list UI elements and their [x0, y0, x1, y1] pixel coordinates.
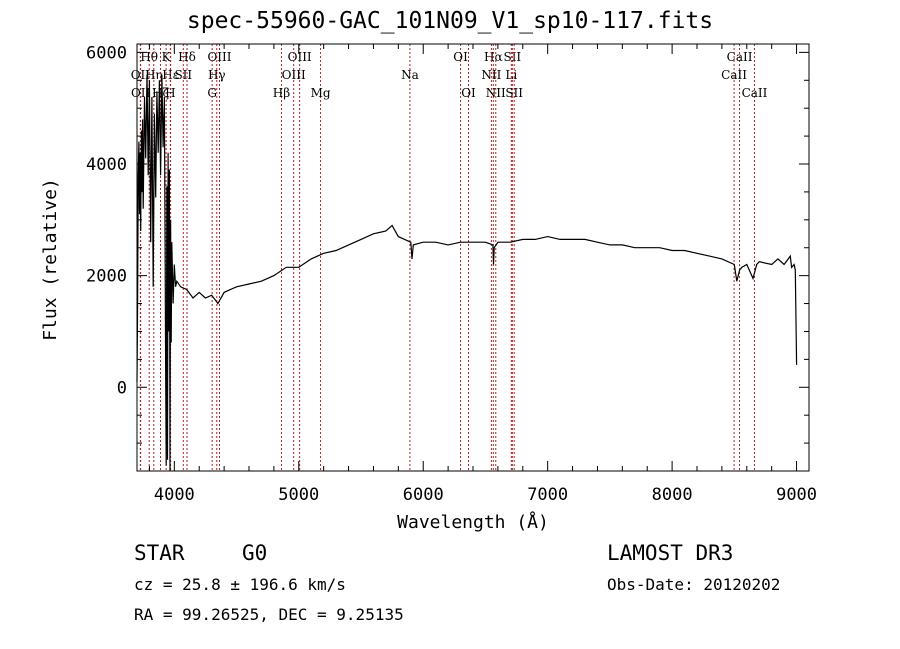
x-tick-label-5: 9000 [776, 485, 817, 505]
line-label-5: K [162, 50, 172, 64]
redshift-velocity: cz = 25.8 ± 196.6 km/s [134, 575, 346, 594]
line-label-20: Hα [484, 50, 503, 64]
line-label-27: CaII [721, 68, 747, 82]
line-label-13: OIII [288, 50, 312, 64]
line-label-18: OI [453, 50, 468, 64]
line-label-21: NII [481, 68, 501, 82]
line-label-6: Hε [162, 68, 179, 82]
line-label-10: OIII [207, 50, 231, 64]
chart-title: spec-55960-GAC_101N09_V1_sp10-117.fits [186, 8, 714, 34]
y-tick-label-1: 2000 [86, 267, 127, 287]
object-subclass: G0 [242, 541, 268, 565]
coordinates: RA = 99.26525, DEC = 9.25135 [134, 605, 404, 624]
line-label-11: Hγ [208, 68, 226, 82]
line-label-19: OI [461, 86, 476, 100]
line-label-28: CaII [742, 86, 768, 100]
line-label-14: OIII [282, 68, 306, 82]
line-label-12: G [207, 86, 217, 100]
line-label-26: CaII [727, 50, 753, 64]
line-label-8: Hδ [178, 50, 196, 64]
x-tick-label-1: 5000 [278, 485, 319, 505]
y-tick-label-0: 0 [117, 378, 127, 398]
line-label-15: Hβ [273, 86, 290, 100]
plot-frame [136, 43, 810, 472]
y-tick-label-2: 4000 [86, 155, 127, 175]
line-label-24: Li [505, 68, 517, 82]
observation-date: Obs-Date: 20120202 [607, 575, 781, 594]
object-class: STAR [134, 541, 185, 565]
spectrum-line [136, 74, 798, 472]
y-tick-label-3: 6000 [86, 43, 127, 63]
line-label-16: Mg [311, 86, 331, 100]
x-axis-label: Wavelength (Å) [397, 511, 549, 533]
survey-name: LAMOST DR3 [607, 541, 734, 565]
x-tick-label-0: 4000 [154, 485, 195, 505]
line-label-23: SII [503, 50, 521, 64]
line-label-25: SII [505, 86, 523, 100]
y-axis-label: Flux (relative) [40, 178, 61, 341]
line-label-17: Na [401, 68, 419, 82]
line-label-22: NII [486, 86, 506, 100]
line-label-3: Hη [145, 68, 163, 82]
line-label-7: H [165, 86, 175, 100]
line-label-0: OII [131, 68, 151, 82]
x-tick-label-3: 7000 [527, 485, 568, 505]
line-label-9: SII [174, 68, 192, 82]
line-label-1: OII [131, 86, 151, 100]
x-tick-label-2: 6000 [403, 485, 444, 505]
x-tick-label-4: 8000 [652, 485, 693, 505]
